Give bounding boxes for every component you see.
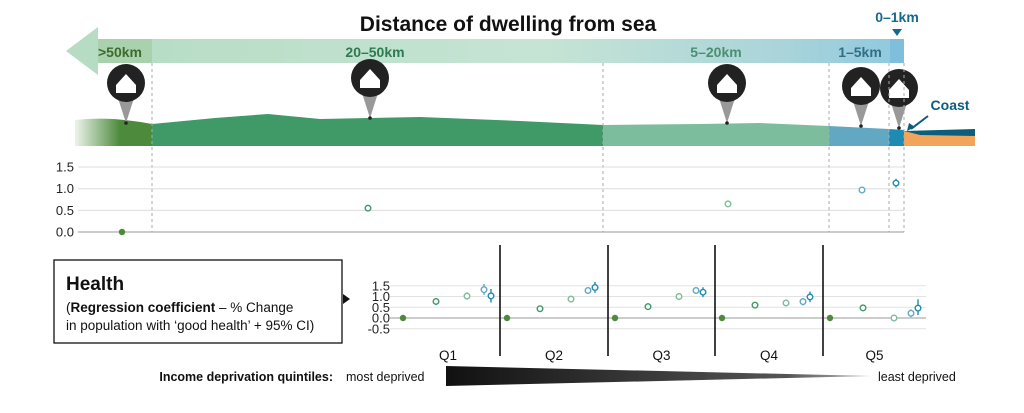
health-box-frame (53, 259, 343, 344)
data-point (890, 314, 898, 322)
health-rest: – % Change (215, 300, 293, 315)
data-point (892, 179, 900, 187)
y-tick-label: 0.5 (372, 300, 390, 315)
distance-band-arrowhead (66, 27, 98, 75)
health-box-pointer (343, 294, 350, 304)
health-line-1: (Regression coefficient – % Change (66, 300, 293, 315)
distance-band: >50km 20–50km 5–20km 1–5km 0–1km (66, 9, 919, 75)
band-label-20-50: 20–50km (345, 44, 404, 60)
y-tick-label: 1.0 (56, 181, 74, 196)
data-point (118, 228, 126, 236)
data-point (364, 204, 372, 212)
data-point (584, 286, 592, 294)
land-5-20 (603, 123, 829, 146)
land-0-1 (889, 129, 904, 146)
legend-label: Income deprivation quintiles: (159, 370, 333, 384)
legend-least-deprived: least deprived (878, 370, 956, 384)
deprivation-legend: Income deprivation quintiles: most depri… (159, 366, 956, 386)
data-point (914, 304, 922, 312)
y-tick-label: -0.5 (368, 321, 390, 336)
data-point (399, 314, 407, 322)
house-icon (880, 69, 918, 130)
data-point (782, 299, 790, 307)
data-point (644, 303, 652, 311)
chart-title: Distance of dwelling from sea (360, 13, 657, 36)
quintile-chart: -0.50.00.51.01.5 Q1 Q2 Q3 Q4 Q5 (368, 245, 926, 363)
data-point (503, 314, 511, 322)
data-point (799, 298, 807, 306)
house-icon (351, 59, 389, 120)
legend-most-deprived: most deprived (346, 370, 425, 384)
house-icon (708, 64, 746, 125)
coast-label: Coast (931, 97, 970, 113)
band-label-50: >50km (98, 44, 142, 60)
data-point (806, 293, 814, 301)
band-label-1-5: 1–5km (838, 44, 882, 60)
overall-chart: 0.0 0.5 1.0 1.5 (56, 160, 904, 240)
x-tick-label: Q4 (760, 348, 779, 363)
y-tick-label: 0.5 (56, 203, 74, 218)
x-tick-label: Q2 (545, 348, 563, 363)
health-heading: Health (66, 274, 124, 295)
y-tick-label: 0.0 (56, 225, 74, 240)
house-icon (842, 67, 880, 128)
y-tick-label: 0.0 (372, 311, 390, 326)
x-tick-label: Q5 (865, 348, 883, 363)
distance-band-bar (98, 39, 904, 63)
health-box: Health (Regression coefficient – % Chang… (53, 259, 350, 344)
data-point (699, 288, 707, 296)
data-point (858, 186, 866, 194)
health-line-2: in population with ‘good health’ + 95% C… (66, 318, 314, 333)
data-point (692, 286, 700, 294)
data-point (432, 297, 440, 305)
sea (904, 129, 975, 136)
data-point (487, 292, 495, 300)
band-label-0-1: 0–1km (875, 9, 919, 25)
data-point (480, 286, 488, 294)
data-point (567, 295, 575, 303)
data-point (826, 314, 834, 322)
band-separators (151, 63, 905, 232)
land-profile: Coast (70, 97, 975, 148)
land-fade (70, 112, 120, 148)
x-tick-label: Q3 (652, 348, 670, 363)
data-point (751, 301, 759, 309)
data-point (859, 304, 867, 312)
data-point (675, 293, 683, 301)
land-1-5 (829, 126, 889, 146)
coast-arrowhead (907, 123, 915, 131)
land-20-50 (152, 114, 603, 146)
y-tick-label: 1.5 (56, 160, 74, 175)
y-tick-label: 1.0 (372, 289, 390, 304)
data-point (718, 314, 726, 322)
data-point (611, 314, 619, 322)
y-tick-label: 1.5 (372, 278, 390, 293)
band-0-1-pointer (892, 29, 902, 36)
deprivation-wedge (446, 366, 872, 386)
data-point (591, 283, 599, 291)
band-bg-0-1 (890, 39, 904, 63)
data-point (724, 200, 732, 208)
band-label-5-20: 5–20km (690, 44, 741, 60)
x-tick-label: Q1 (439, 348, 457, 363)
health-bold: Regression coefficient (71, 300, 216, 315)
data-point (463, 292, 471, 300)
data-point (536, 305, 544, 313)
data-point (907, 309, 915, 317)
band-bg-50 (98, 39, 152, 63)
